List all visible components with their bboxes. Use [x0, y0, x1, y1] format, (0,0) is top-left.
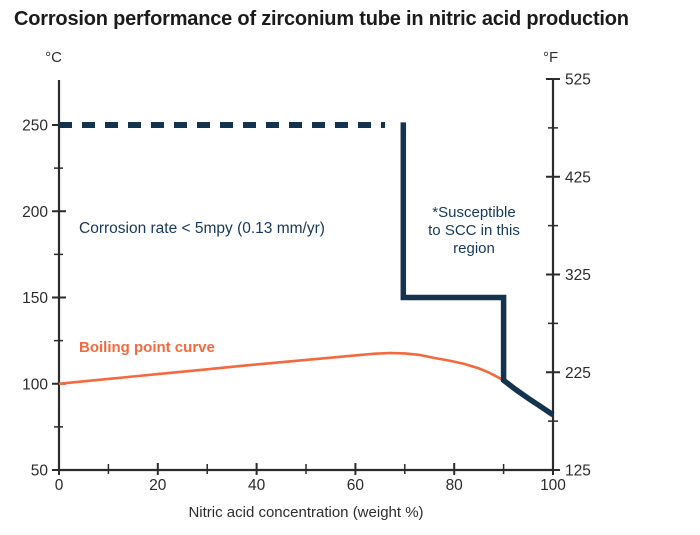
x-axis-tick-label: 80 — [446, 477, 464, 494]
x-axis-tick-label: 100 — [540, 477, 566, 494]
chart-title: Corrosion performance of zirconium tube … — [14, 8, 629, 30]
left-axis-tick-label: 250 — [22, 118, 48, 135]
annotation-boiling-point-curve: Boiling point curve — [79, 339, 215, 356]
left-axis-tick-label: 100 — [22, 376, 48, 393]
right-axis-tick-label: 125 — [565, 463, 591, 480]
left-axis-tick-label: 150 — [22, 290, 48, 307]
right-axis-tick-label: 225 — [565, 365, 591, 382]
right-axis-unit-label: °F — [543, 49, 559, 66]
series-boiling-point-curve — [58, 351, 505, 386]
x-axis-tick-label: 20 — [149, 477, 167, 494]
x-axis-tick-label: 60 — [347, 477, 365, 494]
x-axis-tick-label: 40 — [248, 477, 266, 494]
left-axis-tick-label: 50 — [31, 463, 49, 480]
left-axis-tick-label: 200 — [22, 204, 48, 221]
left-axis-unit-label: °C — [45, 49, 62, 66]
annotation-scc-region: *Susceptible to SCC in this region — [428, 204, 520, 257]
right-axis-tick-label: 525 — [565, 72, 591, 89]
x-axis-tick-label: 0 — [55, 477, 64, 494]
right-axis-tick-label: 425 — [565, 169, 591, 186]
annotation-corrosion-rate: Corrosion rate < 5mpy (0.13 mm/yr) — [79, 220, 325, 237]
series-corrosion-limit-solid — [400, 122, 555, 418]
x-axis-title: Nitric acid concentration (weight %) — [188, 504, 424, 521]
right-axis-tick-label: 325 — [565, 267, 591, 284]
